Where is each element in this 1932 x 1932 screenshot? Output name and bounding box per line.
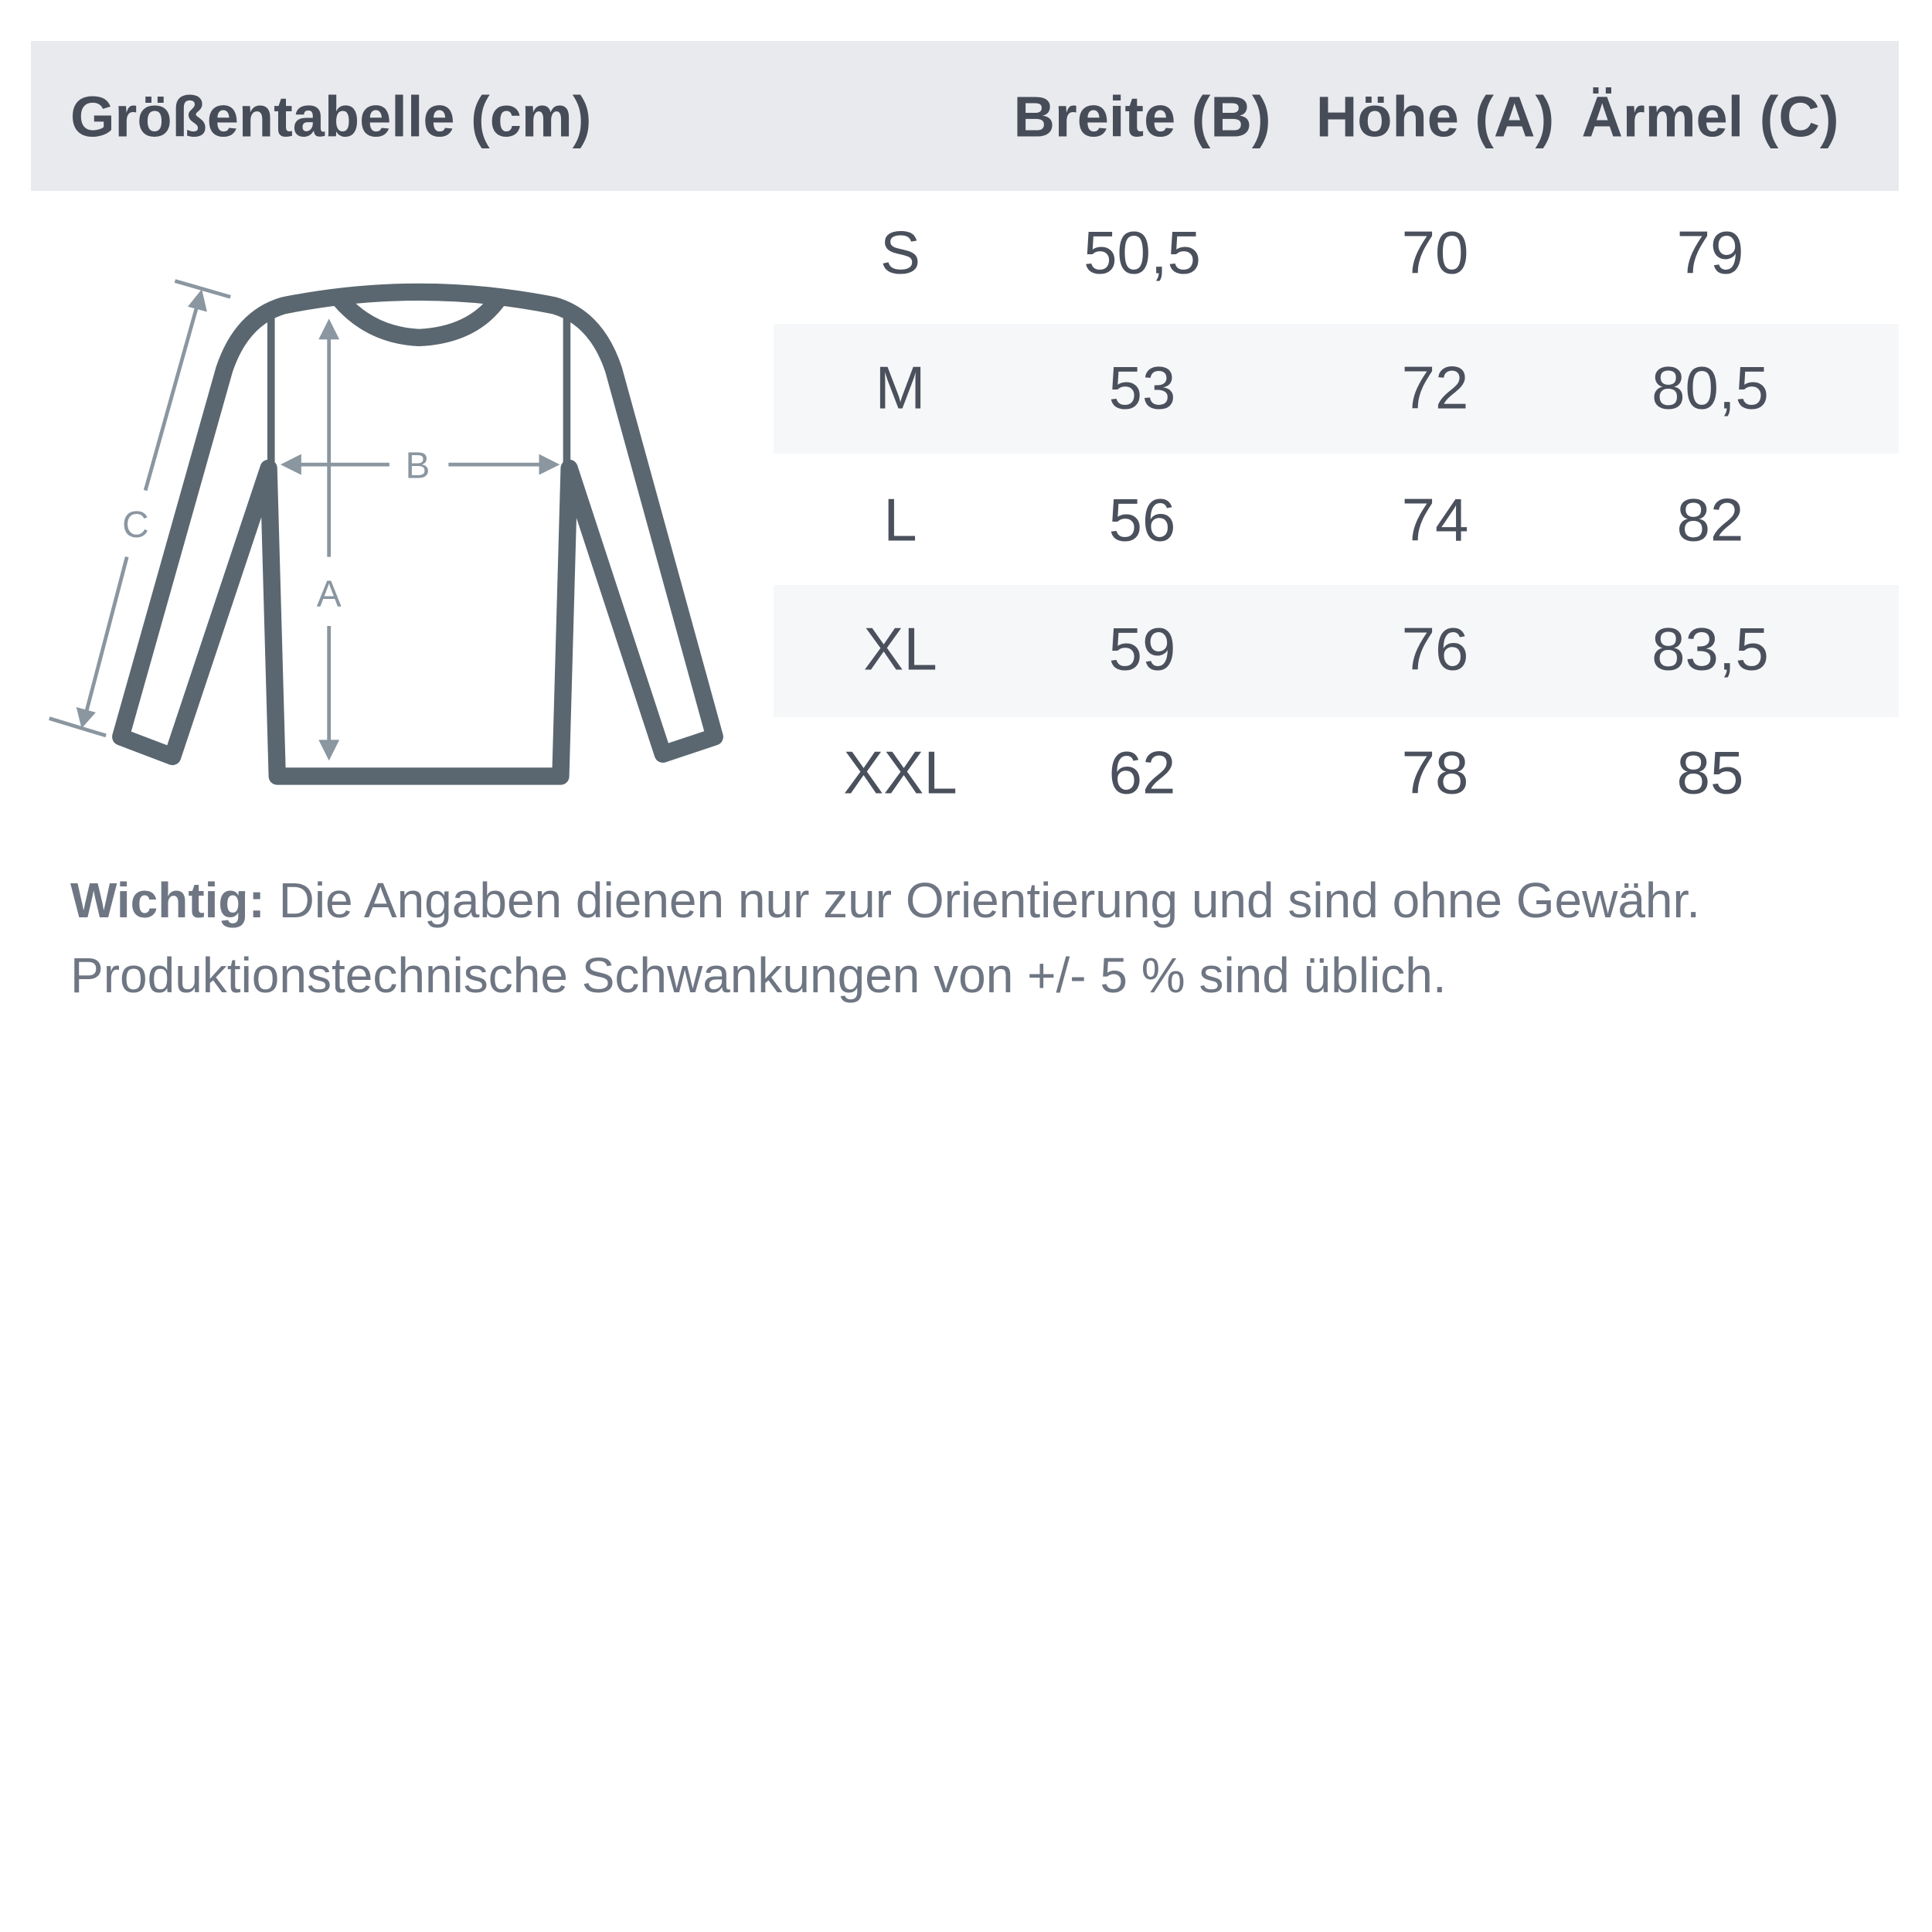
page-title: Größentabelle (cm) [70,84,592,149]
cell-size: L [883,485,917,554]
body-side-lines [267,315,571,468]
cell-breite: 62 [1108,738,1176,807]
cell-aermel: 80,5 [1651,353,1769,422]
cell-aermel: 83,5 [1651,614,1769,683]
cell-aermel: 79 [1676,218,1744,287]
cell-breite: 53 [1108,353,1176,422]
row-stripe [774,585,1899,717]
cell-hoehe: 78 [1401,738,1469,807]
label-b: B [406,446,430,487]
table-header-bar [31,41,1899,191]
note-label: Wichtig: [70,872,265,928]
cell-size: S [879,218,921,287]
column-header-hoehe: Höhe (A) [1315,84,1555,149]
cell-breite: 50,5 [1083,218,1201,287]
cell-hoehe: 72 [1401,353,1469,422]
row-stripe [774,324,1899,454]
label-a: A [317,573,342,614]
cell-size: XXL [843,738,957,807]
column-header-breite: Breite (B) [1013,84,1271,149]
cell-hoehe: 70 [1401,218,1469,287]
column-header-aermel: Ärmel (C) [1581,84,1839,149]
measure-arrows [49,279,560,761]
cell-breite: 56 [1108,485,1176,554]
cell-aermel: 85 [1676,738,1744,807]
label-c: C [122,505,149,546]
sweater-outline [112,283,723,785]
note-text-1: Die Angaben dienen nur zur Orientierung … [278,872,1701,928]
cell-hoehe: 74 [1401,485,1469,554]
note-text-2: Produktionstechnische Schwankungen von +… [70,947,1447,1003]
cell-breite: 59 [1108,614,1176,683]
note-line-1: Wichtig: Die Angaben dienen nur zur Orie… [70,872,1700,929]
cell-hoehe: 76 [1401,614,1469,683]
cell-aermel: 82 [1676,485,1744,554]
cell-size: XL [863,614,937,683]
cell-size: M [875,353,926,422]
